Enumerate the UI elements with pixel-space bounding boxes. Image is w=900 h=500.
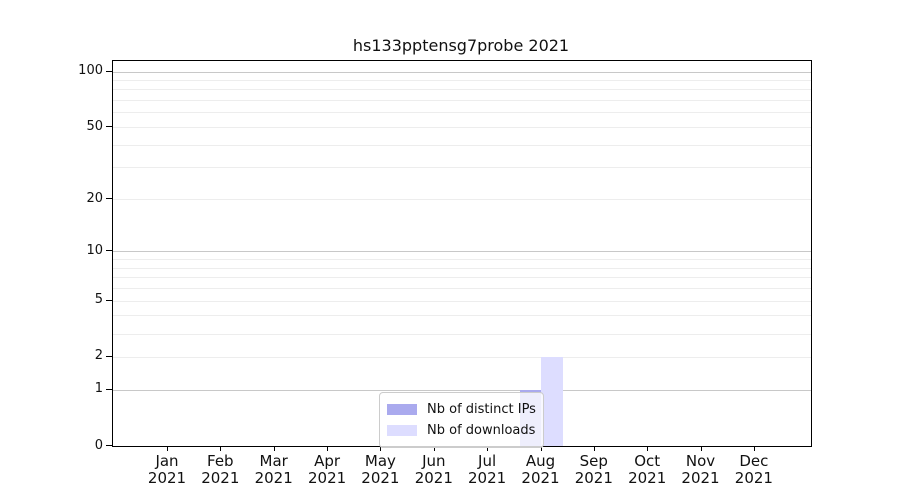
minor-gridline <box>113 167 811 169</box>
x-tick-label: Jan 2021 <box>147 452 187 487</box>
minor-gridline <box>113 259 811 261</box>
x-tick-label: Jul 2021 <box>468 452 507 487</box>
minor-gridline <box>113 333 811 335</box>
x-tick-label: Nov 2021 <box>681 452 720 487</box>
chart-title: hs133pptensg7probe 2021 <box>352 36 570 55</box>
x-tick-mark <box>327 446 329 451</box>
major-gridline <box>113 389 811 391</box>
y-tick-mark <box>106 70 112 72</box>
x-tick-mark <box>540 446 542 451</box>
minor-gridline <box>113 80 811 81</box>
x-tick-mark <box>167 446 168 451</box>
minor-gridline <box>113 89 811 91</box>
x-tick-label: May 2021 <box>361 452 400 487</box>
legend-label-downloads: Nb of downloads <box>427 423 536 438</box>
y-tick-mark <box>106 388 112 390</box>
x-tick-mark <box>753 446 755 451</box>
x-tick-mark <box>700 446 702 451</box>
x-tick-mark <box>487 446 489 451</box>
minor-gridline <box>113 300 811 302</box>
legend: Nb of distinct IPs Nb of downloads <box>379 392 544 448</box>
x-tick-label: Sep 2021 <box>574 452 613 487</box>
minor-gridline <box>113 144 811 146</box>
minor-gridline <box>113 277 811 279</box>
x-tick-mark <box>647 446 649 451</box>
legend-entry-downloads: Nb of downloads <box>387 420 535 441</box>
minor-gridline <box>113 127 811 128</box>
y-tick-label: 50 <box>86 118 103 134</box>
legend-label-distinct-ips: Nb of distinct IPs <box>427 402 536 417</box>
major-gridline <box>113 251 811 253</box>
minor-gridline <box>113 356 811 358</box>
y-tick-mark <box>106 299 112 301</box>
y-tick-label: 1 <box>94 381 103 397</box>
y-tick-mark <box>106 445 112 446</box>
x-tick-label: Mar 2021 <box>254 452 293 487</box>
x-tick-mark <box>433 446 435 451</box>
x-tick-label: Apr 2021 <box>308 452 347 487</box>
y-tick-label: 100 <box>78 63 103 78</box>
y-tick-label: 20 <box>86 190 103 206</box>
legend-entry-distinct-ips: Nb of distinct IPs <box>387 399 536 420</box>
minor-gridline <box>113 199 811 200</box>
y-tick-mark <box>106 126 112 127</box>
y-tick-mark <box>106 355 112 357</box>
x-tick-label: Jun 2021 <box>414 452 453 487</box>
x-tick-label: Aug 2021 <box>521 452 560 487</box>
downloads-swatch <box>387 425 417 436</box>
y-tick-label: 5 <box>94 292 103 308</box>
minor-gridline <box>113 267 811 269</box>
y-tick-label: 10 <box>86 242 103 258</box>
minor-gridline <box>113 288 811 290</box>
major-gridline <box>113 71 811 73</box>
y-tick-mark <box>106 250 112 252</box>
distinct-ips-swatch <box>387 404 417 415</box>
plot-area: Nb of distinct IPs Nb of downloads <box>112 60 812 448</box>
y-tick-label: 0 <box>94 437 103 453</box>
y-tick-label: 2 <box>94 348 103 364</box>
x-tick-label: Feb 2021 <box>201 452 240 487</box>
minor-gridline <box>113 112 811 114</box>
x-tick-label: Dec 2021 <box>734 452 773 487</box>
x-tick-mark <box>220 446 222 451</box>
x-tick-mark <box>593 446 595 451</box>
x-tick-mark <box>273 446 275 451</box>
minor-gridline <box>113 315 811 317</box>
x-tick-mark <box>380 446 382 451</box>
bar-downloads <box>541 356 563 446</box>
x-tick-label: Oct 2021 <box>628 452 667 487</box>
y-tick-mark <box>106 198 112 199</box>
minor-gridline <box>113 100 811 102</box>
